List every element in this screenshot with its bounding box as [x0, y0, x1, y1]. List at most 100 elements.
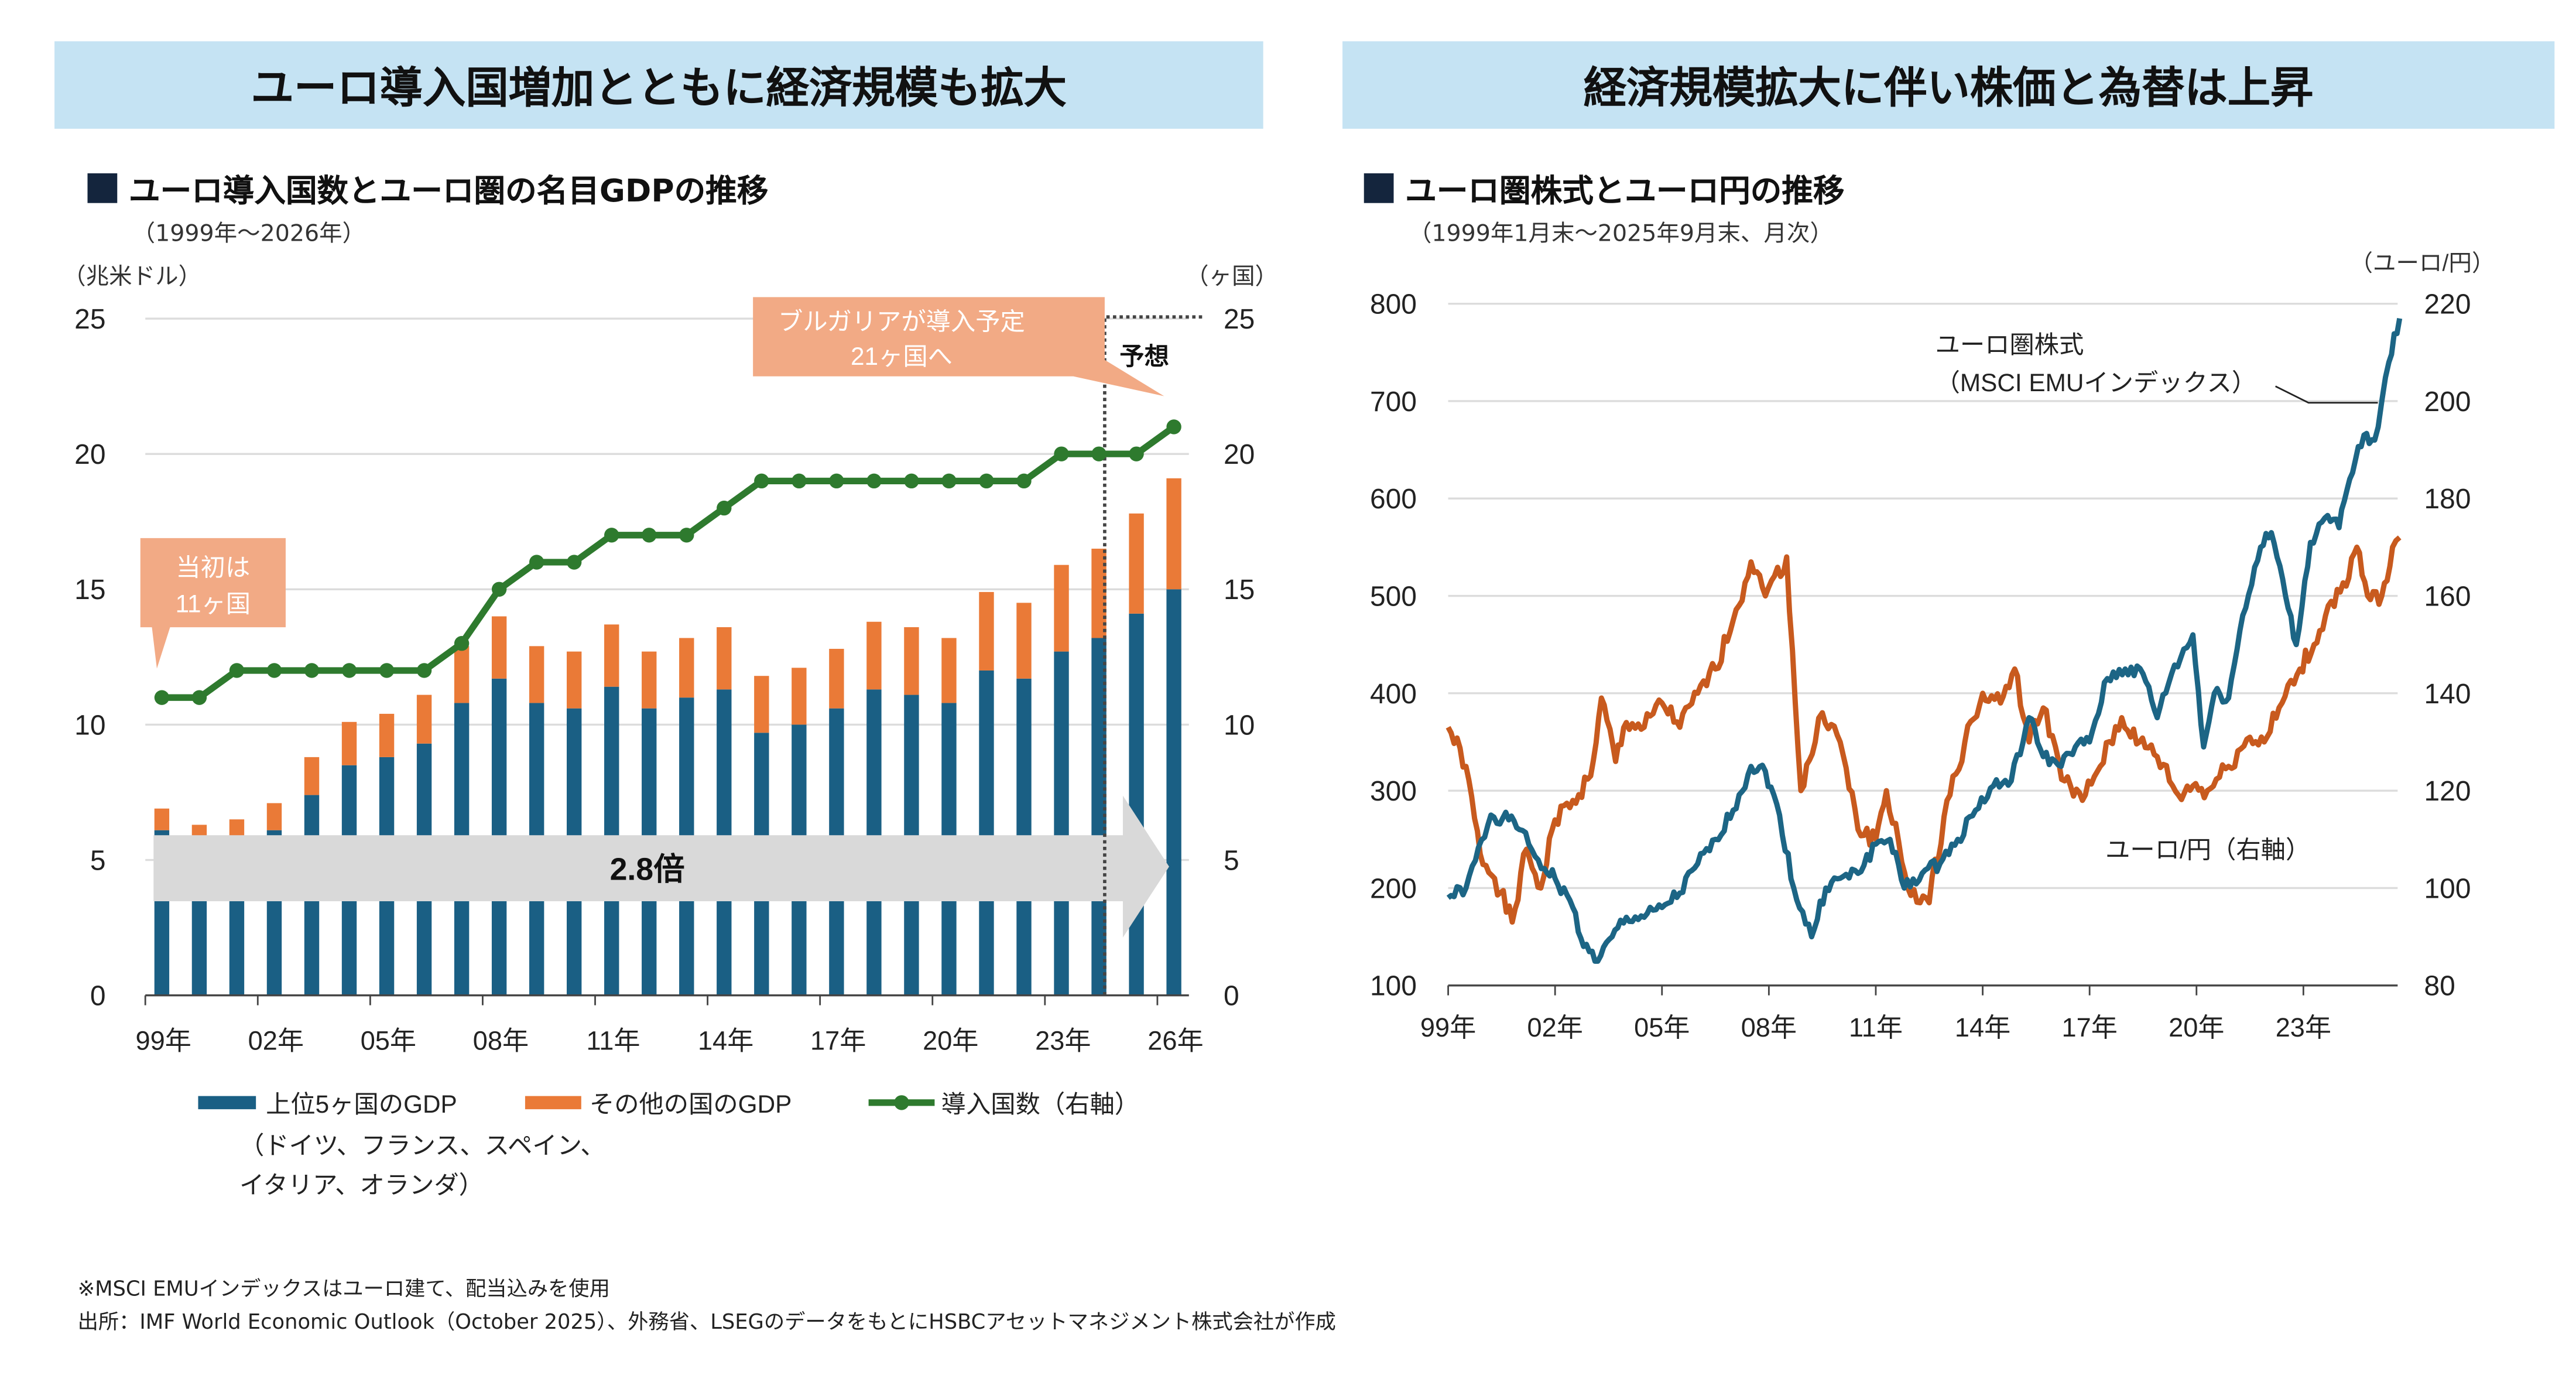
bar-other-gdp: [1166, 478, 1181, 590]
stock-series-label: ユーロ圏株式: [1936, 331, 2084, 358]
bar-top5-gdp: [1129, 613, 1144, 996]
legend-marker-count: [894, 1095, 909, 1110]
y2-tick-label: 25: [1224, 304, 1255, 335]
left-y2-axis-unit: （ヶ国）: [1186, 264, 1278, 289]
left-banner: ユーロ導入国増加とともに経済規模も拡大: [54, 41, 1263, 129]
y2-tick-label: 20: [1224, 439, 1255, 470]
bar-other-gdp: [829, 648, 844, 709]
y-tick-label: 15: [74, 574, 105, 606]
callout-initial-line2: 11ヶ国: [176, 590, 251, 618]
bar-other-gdp: [566, 651, 582, 709]
y-tick-label: 100: [1370, 971, 1417, 1002]
x-tick-label: 99年: [136, 1026, 191, 1056]
title-square-icon: [87, 173, 118, 203]
country-count-point: [941, 473, 957, 489]
bar-other-gdp: [1054, 565, 1069, 652]
y2-tick-label: 160: [2424, 581, 2471, 612]
y2-tick-label: 80: [2424, 971, 2455, 1002]
right-chart-subtitle: （1999年1月末～2025年9月末、月次）: [1408, 221, 1833, 248]
country-count-line: [162, 424, 1176, 701]
x-tick-label: 99年: [1420, 1013, 1476, 1042]
bar-other-gdp: [304, 757, 320, 795]
bar-other-gdp: [416, 695, 432, 744]
legend-swatch-top5: [198, 1096, 256, 1110]
callout-initial-line1: 当初は: [176, 554, 250, 582]
country-count-point: [1016, 473, 1032, 489]
callout-bulgaria-line2: 21ヶ国へ: [851, 343, 953, 370]
country-count-point: [1091, 446, 1107, 461]
y2-tick-label: 15: [1224, 574, 1255, 606]
x-tick-label: 05年: [1634, 1013, 1690, 1042]
country-count-point: [379, 663, 395, 678]
bar-other-gdp: [679, 638, 694, 698]
x-tick-label: 08年: [473, 1026, 529, 1056]
y-tick-label: 500: [1370, 581, 1417, 612]
x-tick-label: 17年: [810, 1026, 866, 1056]
y2-tick-label: 5: [1224, 845, 1239, 876]
bar-top5-gdp: [1166, 589, 1181, 996]
bar-other-gdp: [792, 668, 807, 725]
country-count-point: [454, 636, 470, 651]
callout-initial: [140, 538, 286, 669]
country-count-point: [491, 582, 507, 597]
bar-other-gdp: [454, 646, 470, 703]
legend-label-top5: 上位5ヶ国のGDP: [266, 1090, 457, 1118]
x-tick-label: 17年: [2062, 1013, 2118, 1042]
bar-other-gdp: [754, 676, 769, 733]
right-chart-title: ユーロ圏株式とユーロ円の推移: [1405, 173, 1845, 210]
title-square-icon: [1364, 173, 1394, 203]
fx-series-label: ユーロ/円（右軸）: [2105, 836, 2310, 864]
bar-other-gdp: [717, 627, 732, 690]
bar-other-gdp: [491, 616, 507, 679]
bar-other-gdp: [1016, 603, 1032, 679]
x-tick-label: 23年: [1035, 1026, 1091, 1056]
country-count-point: [1129, 446, 1144, 461]
y-tick-label: 200: [1370, 873, 1417, 904]
right-banner: 経済規模拡大に伴い株価と為替は上昇: [1342, 41, 2555, 129]
x-tick-label: 14年: [698, 1026, 753, 1056]
bar-other-gdp: [266, 803, 282, 830]
country-count-point: [679, 528, 694, 543]
y2-tick-label: 140: [2424, 679, 2471, 710]
x-tick-label: 05年: [361, 1026, 416, 1056]
source-note: 出所：IMF World Economic Outlook（October 20…: [77, 1309, 1336, 1334]
country-count-point: [266, 663, 282, 678]
right-y2-axis-unit: （ユーロ/円）: [2350, 250, 2495, 276]
x-tick-label: 02年: [248, 1026, 304, 1056]
y-tick-label: 25: [74, 304, 105, 335]
bar-other-gdp: [642, 651, 657, 709]
legend-label-count: 導入国数（右軸）: [941, 1090, 1139, 1118]
bar-top5-gdp: [979, 670, 994, 996]
country-count-point: [416, 663, 432, 678]
country-count-point: [604, 528, 619, 543]
msci-emu-line: [1446, 317, 2403, 964]
legend-swatch-other: [525, 1096, 581, 1110]
y-tick-label: 700: [1370, 386, 1417, 418]
left-chart-title: ユーロ導入国数とユーロ圏の名目GDPの推移: [128, 173, 769, 210]
x-tick-label: 26年: [1147, 1026, 1203, 1056]
x-tick-label: 20年: [923, 1026, 978, 1056]
country-count-point: [642, 528, 657, 543]
legend-note-line1: （ドイツ、フランス、スペイン、: [239, 1131, 605, 1159]
x-tick-label: 14年: [1955, 1013, 2010, 1042]
country-count-point: [904, 473, 919, 489]
y2-tick-label: 100: [2424, 873, 2471, 904]
y-tick-label: 10: [74, 710, 105, 741]
legend-label-other: その他の国のGDP: [590, 1090, 792, 1118]
legend-note-line2: イタリア、オランダ）: [239, 1171, 484, 1199]
y-tick-label: 600: [1370, 484, 1417, 515]
bar-other-gdp: [1129, 513, 1144, 614]
left-chart-subtitle: （1999年～2026年）: [132, 221, 366, 248]
growth-arrow: [153, 795, 1169, 938]
callout-bulgaria: [753, 297, 1164, 396]
country-count-point: [866, 473, 882, 489]
bar-top5-gdp: [1054, 651, 1069, 996]
callout-bulgaria-line1: ブルガリアが導入予定: [778, 308, 1025, 336]
growth-label: 2.8倍: [610, 852, 685, 887]
footnote: ※MSCI EMUインデックスはユーロ建て、配当込みを使用: [77, 1275, 610, 1301]
bar-other-gdp: [979, 591, 994, 671]
country-count-point: [717, 500, 732, 516]
y-tick-label: 400: [1370, 679, 1417, 710]
stock-series-sublabel: （MSCI EMUインデックス）: [1936, 369, 2257, 396]
